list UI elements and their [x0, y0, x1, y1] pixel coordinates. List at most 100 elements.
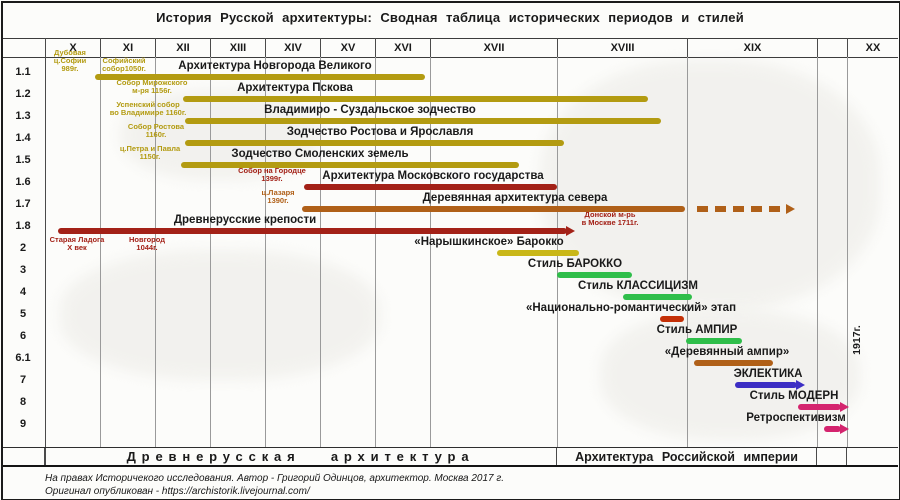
row-number: 1.1 [15, 66, 31, 78]
row-number: 1.8 [15, 220, 31, 232]
timeline-bar-label: «Деревянный ампир» [664, 346, 790, 358]
timeline-bar [183, 96, 648, 102]
timeline-annotation: ц.Лазаря 1390г. [261, 188, 295, 205]
timeline-bar [304, 184, 557, 190]
timeline-annotation: Донской м-рь в Москве 1711г. [581, 210, 639, 227]
background-texture [600, 310, 860, 440]
timeline-annotation: Собор на Городце 1399г. [238, 166, 306, 183]
timeline-annotation: Собор Ростова 1160г. [127, 122, 185, 139]
timeline-bar [686, 338, 742, 344]
century-gridline [265, 57, 266, 447]
timeline-annotation: ц.Петра и Павла 1150г. [119, 144, 181, 161]
century-header-cell: XVI [375, 38, 430, 57]
timeline-bar [798, 404, 841, 410]
timeline-bar-label: Деревянная архитектура севера [422, 192, 608, 204]
background-texture [60, 250, 380, 380]
row-number: 6 [19, 330, 27, 342]
timeline-bar-label: Стиль АМПИР [656, 324, 738, 336]
era-band-1900-cell [817, 448, 847, 465]
era-band-old-russian-label: Древнерусская архитектура [126, 449, 475, 464]
timeline-bar [660, 316, 684, 322]
row-number-column-line [45, 38, 46, 467]
timeline-bar-arrow [566, 226, 575, 236]
timeline-bar [181, 162, 519, 168]
row-number: 1.7 [15, 198, 31, 210]
row-number: 2 [19, 242, 27, 254]
century-gridline [430, 57, 431, 447]
century-header-cell [817, 38, 847, 57]
row-number: 3 [19, 264, 27, 276]
timeline-bar [824, 426, 841, 432]
timeline-bar-label: «Нарышкинское» Барокко [414, 236, 564, 248]
era-band: Древнерусская архитектура Архитектура Ро… [2, 447, 898, 467]
century-header-cell: XI [100, 38, 155, 57]
century-header-cell: XX [847, 38, 898, 57]
divider [2, 57, 898, 58]
timeline-bar-label: Архитектура Пскова [237, 82, 353, 94]
row-number: 1.5 [15, 154, 31, 166]
row-number: 4 [19, 286, 27, 298]
divider [2, 38, 898, 39]
century-gridline [100, 57, 101, 447]
timeline-bar [557, 272, 632, 278]
century-gridline [687, 57, 688, 447]
era-band-xx-cell [847, 448, 898, 465]
century-gridline [210, 57, 211, 447]
timeline-bar-label: Древнерусские крепости [173, 214, 317, 226]
timeline-bar-label: Стиль МОДЕРН [749, 390, 839, 402]
credits: На правах Историчекого исследования. Авт… [45, 472, 504, 498]
era-band-empire: Архитектура Российской империи [557, 448, 817, 465]
timeline-bar-label: «Национально-романтический» этап [525, 302, 737, 314]
era-band-old-russian: Древнерусская архитектура [45, 448, 557, 465]
century-gridline [155, 57, 156, 447]
timeline-bar-label: Зодчество Ростова и Ярославля [286, 126, 474, 138]
century-header-cell: XVIII [557, 38, 687, 57]
timeline-bar-arrow [840, 402, 849, 412]
row-number: 1.2 [15, 88, 31, 100]
century-header-cell: XVII [430, 38, 557, 57]
timeline-bar [497, 250, 579, 256]
credits-line-1: На правах Историчекого исследования. Авт… [45, 473, 505, 484]
row-number: 5 [19, 308, 27, 320]
timeline-annotation: Новгород 1044г. [128, 235, 166, 252]
timeline-bar-arrow [786, 204, 795, 214]
timeline-bar-label: Ретроспективизм [746, 412, 846, 424]
century-header-cell: XIV [265, 38, 320, 57]
era-band-corner [2, 448, 45, 465]
timeline-bar-label: ЭКЛЕКТИКА [733, 368, 803, 380]
timeline-annotation: Дубовая ц.Софии 989г. [53, 48, 87, 73]
century-header-cell: XII [155, 38, 210, 57]
row-number: 8 [19, 396, 27, 408]
timeline-bar [623, 294, 692, 300]
page-title: История Русской архитектуры: Сводная таб… [156, 10, 744, 25]
century-gridline [375, 57, 376, 447]
century-header-cell: XV [320, 38, 375, 57]
timeline-bar [735, 382, 797, 388]
century-header-cell: XIII [210, 38, 265, 57]
row-number: 7 [19, 374, 27, 386]
timeline-bar-label: Владимиро - Суздальское зодчество [264, 104, 476, 116]
row-number: 1.6 [15, 176, 31, 188]
century-gridline [817, 57, 818, 447]
timeline-bar [302, 206, 685, 212]
timeline-bar-label: Архитектура Московского государства [322, 170, 544, 182]
century-gridline [320, 57, 321, 447]
timeline-bar-label: Архитектура Новгорода Великого [178, 60, 372, 72]
timeline-annotation: Собор Мирожского м-ря 1156г. [116, 78, 188, 95]
row-number: 9 [19, 418, 27, 430]
row-number: 1.3 [15, 110, 31, 122]
row-number: 6.1 [15, 352, 31, 364]
timeline-bar [185, 118, 661, 124]
century-gridline [847, 57, 848, 447]
timeline-bar-label: Зодчество Смоленских земель [231, 148, 409, 160]
timeline-bar-dashed [697, 206, 785, 212]
timeline-bar [58, 228, 567, 234]
timeline-annotation: Софийский собор1050г. [102, 56, 146, 73]
century-header-cell: XIX [687, 38, 817, 57]
row-number: 1.4 [15, 132, 31, 144]
timeline-bar-label: Стиль БАРОККО [527, 258, 623, 270]
timeline-annotation: Успенский собор во Владимире 1160г. [109, 100, 187, 117]
timeline-bar-arrow [796, 380, 805, 390]
timeline-bar [95, 74, 425, 80]
